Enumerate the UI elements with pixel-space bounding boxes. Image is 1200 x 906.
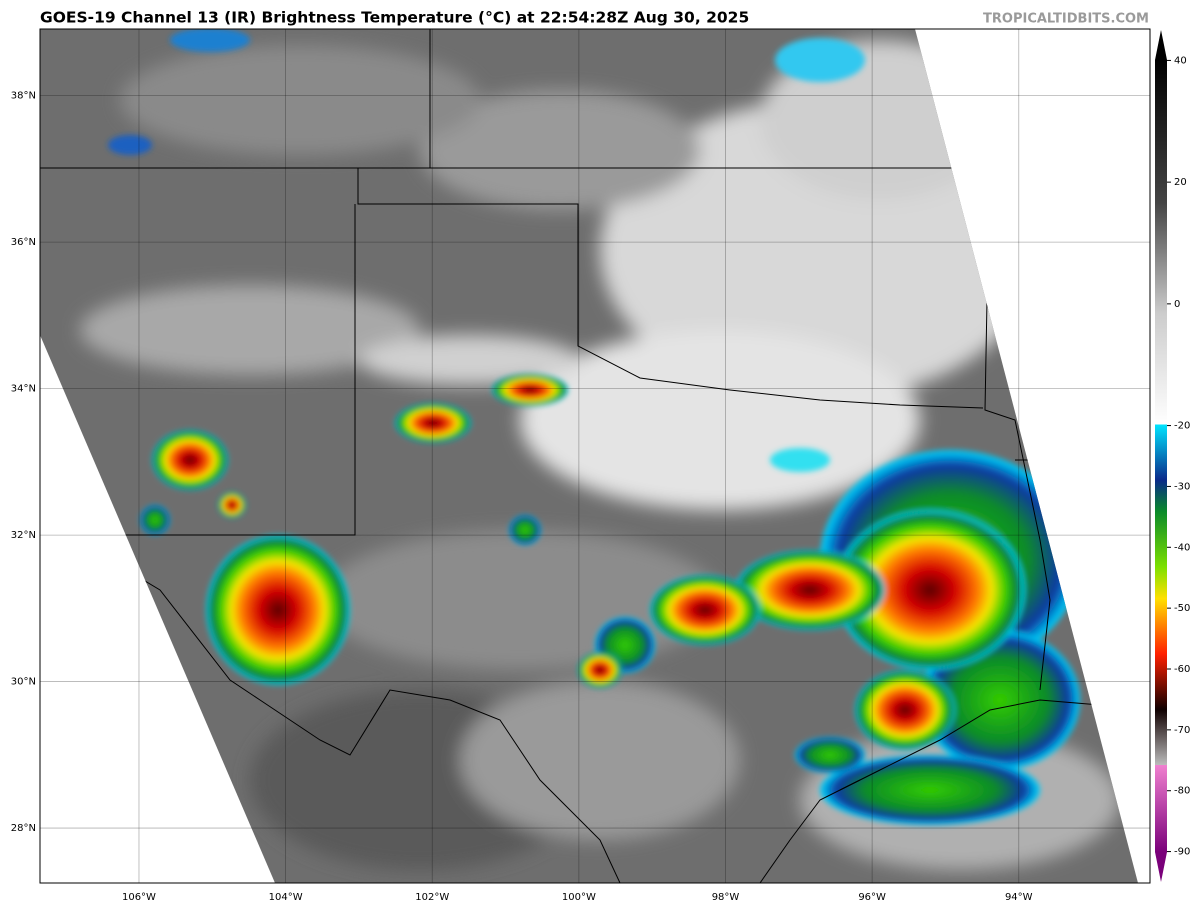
- lon-label: 100°W: [562, 892, 596, 903]
- colorbar-label: -90: [1174, 847, 1190, 858]
- colorbar-label: -80: [1174, 786, 1190, 797]
- lon-label: 102°W: [415, 892, 449, 903]
- title: GOES-19 Channel 13 (IR) Brightness Tempe…: [40, 9, 749, 27]
- lat-label: 36°N: [11, 237, 36, 248]
- colorbar-label: -40: [1174, 542, 1190, 553]
- lat-label: 28°N: [11, 823, 36, 834]
- lat-label: 30°N: [11, 677, 36, 688]
- lat-label: 38°N: [11, 91, 36, 102]
- lon-label: 106°W: [122, 892, 156, 903]
- colorbar-label: -50: [1174, 603, 1190, 614]
- colorbar-label: -60: [1174, 664, 1190, 675]
- lat-label: 34°N: [11, 384, 36, 395]
- lon-label: 96°W: [858, 892, 886, 903]
- graticule: 28°N 30°N 32°N 34°N 36°N 38°N 106°W 104°W 102°W 1…: [11, 29, 1150, 903]
- source: TROPICALTIDBITS.COM: [983, 12, 1149, 27]
- colorbar-label: 0: [1174, 299, 1180, 310]
- colorbar-label: -70: [1174, 725, 1190, 736]
- satellite-image: [40, 29, 1138, 883]
- colorbar-label: -30: [1174, 481, 1190, 492]
- colorbar-label: -20: [1174, 421, 1190, 432]
- map-frame: [39, 28, 1151, 884]
- lon-label: 104°W: [269, 892, 303, 903]
- colorbar: 40 20 0 -20 -30 -40 -50 -60 -70 -80 -90: [1155, 30, 1190, 882]
- lon-label: 94°W: [1005, 892, 1033, 903]
- lat-label: 32°N: [11, 530, 36, 541]
- lon-label: 98°W: [712, 892, 740, 903]
- colorbar-label: 40: [1174, 55, 1187, 66]
- colorbar-label: 20: [1174, 177, 1187, 188]
